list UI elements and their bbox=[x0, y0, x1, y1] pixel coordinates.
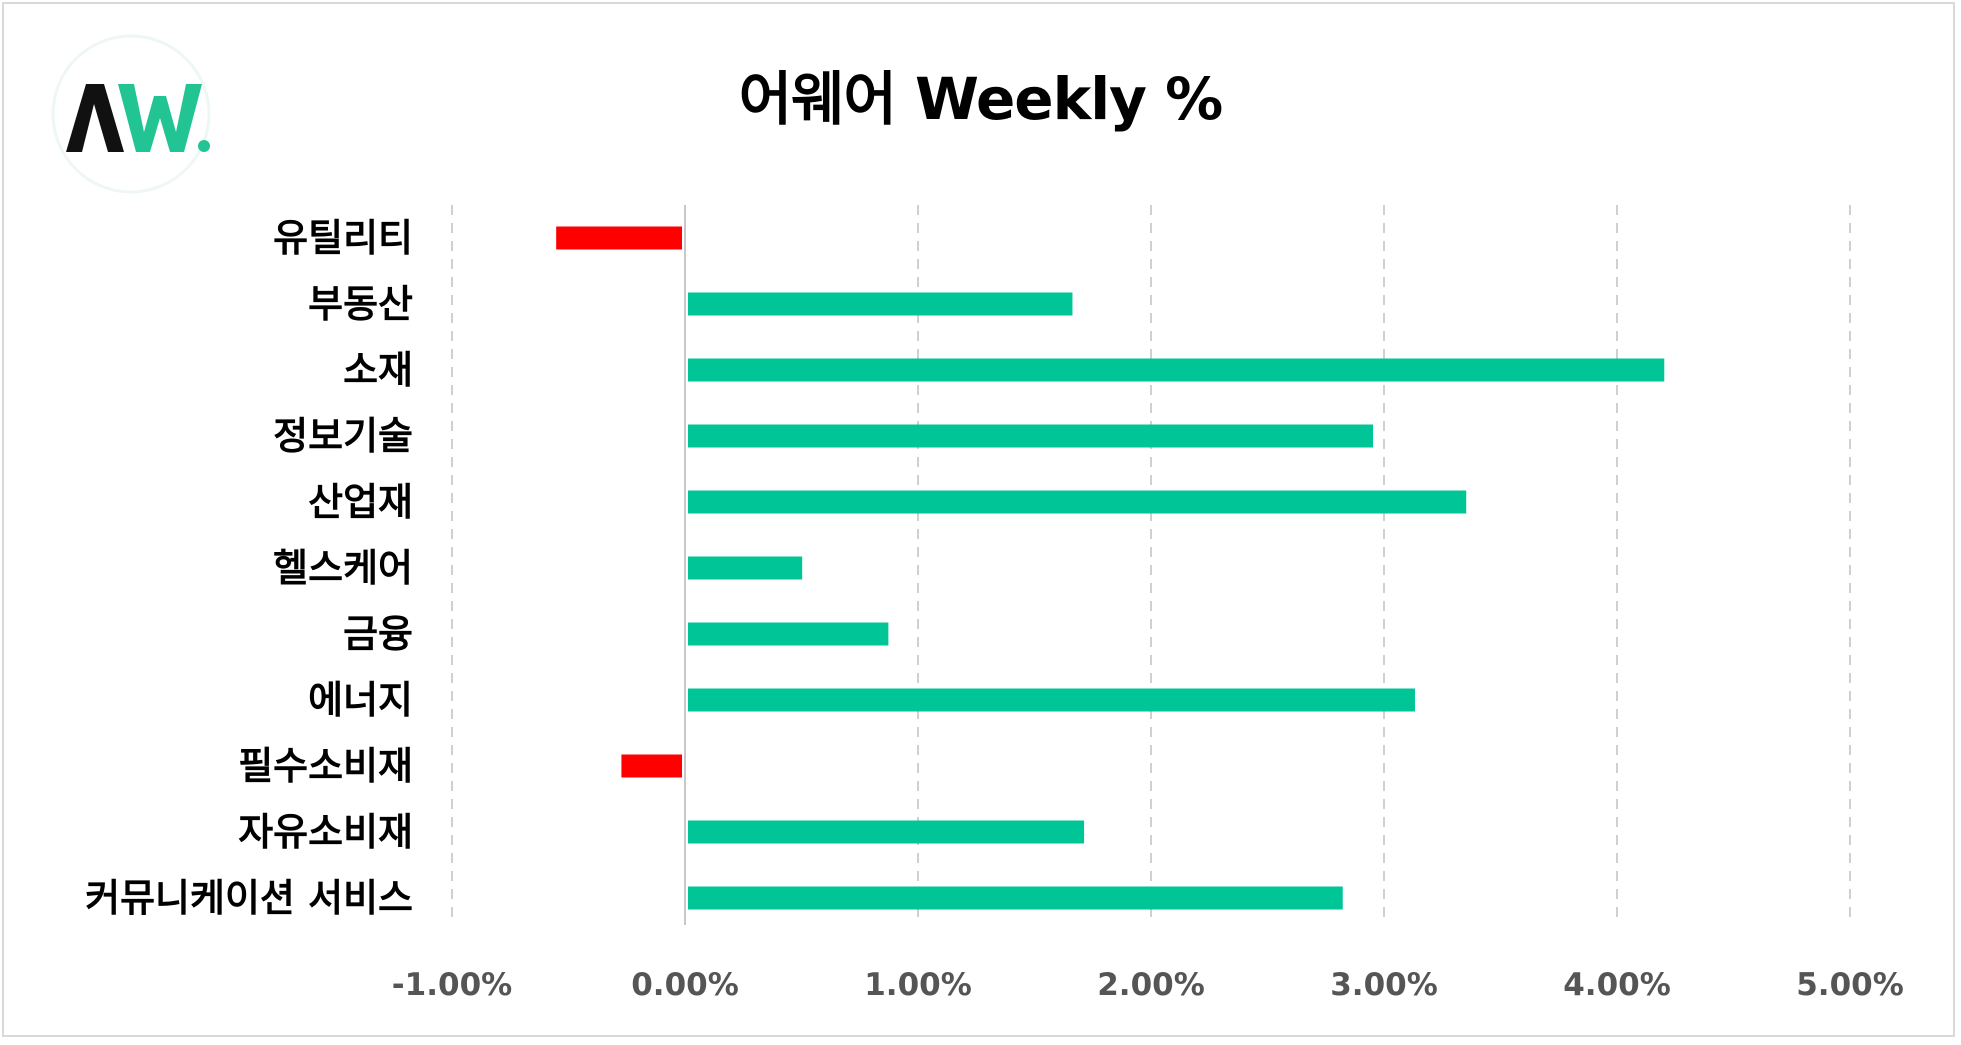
category-label: 유틸리티 bbox=[273, 216, 413, 260]
bar-4 bbox=[688, 490, 1467, 514]
bar-0 bbox=[556, 226, 682, 250]
bar-7 bbox=[688, 688, 1415, 712]
x-tick-label: 5.00% bbox=[1796, 967, 1904, 1003]
bar-3 bbox=[688, 424, 1374, 448]
aw-logo-icon bbox=[51, 34, 211, 194]
bar-2 bbox=[688, 358, 1665, 382]
category-labels: 유틸리티부동산소재정보기술산업재헬스케어금융에너지필수소비재자유소비재커뮤니케이… bbox=[85, 216, 413, 920]
category-label: 필수소비재 bbox=[238, 744, 413, 788]
x-tick-label: -1.00% bbox=[392, 967, 512, 1003]
bar-9 bbox=[688, 820, 1085, 844]
bar-10 bbox=[688, 886, 1343, 910]
category-label: 커뮤니케이션 서비스 bbox=[85, 876, 413, 920]
category-label: 소재 bbox=[343, 348, 413, 392]
bar-5 bbox=[688, 556, 803, 580]
category-label: 헬스케어 bbox=[273, 546, 413, 590]
x-tick-label: 0.00% bbox=[631, 967, 739, 1003]
x-tick-label: 4.00% bbox=[1563, 967, 1671, 1003]
chart-title: 어웨어 Weekly % bbox=[738, 65, 1223, 133]
category-label: 부동산 bbox=[308, 282, 413, 326]
category-label: 에너지 bbox=[308, 678, 413, 722]
grid-lines bbox=[451, 205, 1851, 925]
bar-6 bbox=[688, 622, 889, 646]
category-label: 자유소비재 bbox=[238, 810, 413, 854]
x-tick-label: 1.00% bbox=[864, 967, 972, 1003]
bar-1 bbox=[688, 292, 1073, 316]
x-tick-labels: -1.00% 0.00% 1.00% 2.00% 3.00% 4.00% 5.00% bbox=[392, 967, 1904, 1003]
logo bbox=[46, 34, 216, 194]
bar-8 bbox=[621, 754, 682, 778]
category-label: 산업재 bbox=[308, 480, 413, 524]
category-label: 정보기술 bbox=[273, 414, 413, 458]
x-tick-label: 2.00% bbox=[1097, 967, 1205, 1003]
category-label: 금융 bbox=[343, 612, 413, 656]
x-tick-label: 3.00% bbox=[1330, 967, 1438, 1003]
bars bbox=[556, 226, 1665, 910]
